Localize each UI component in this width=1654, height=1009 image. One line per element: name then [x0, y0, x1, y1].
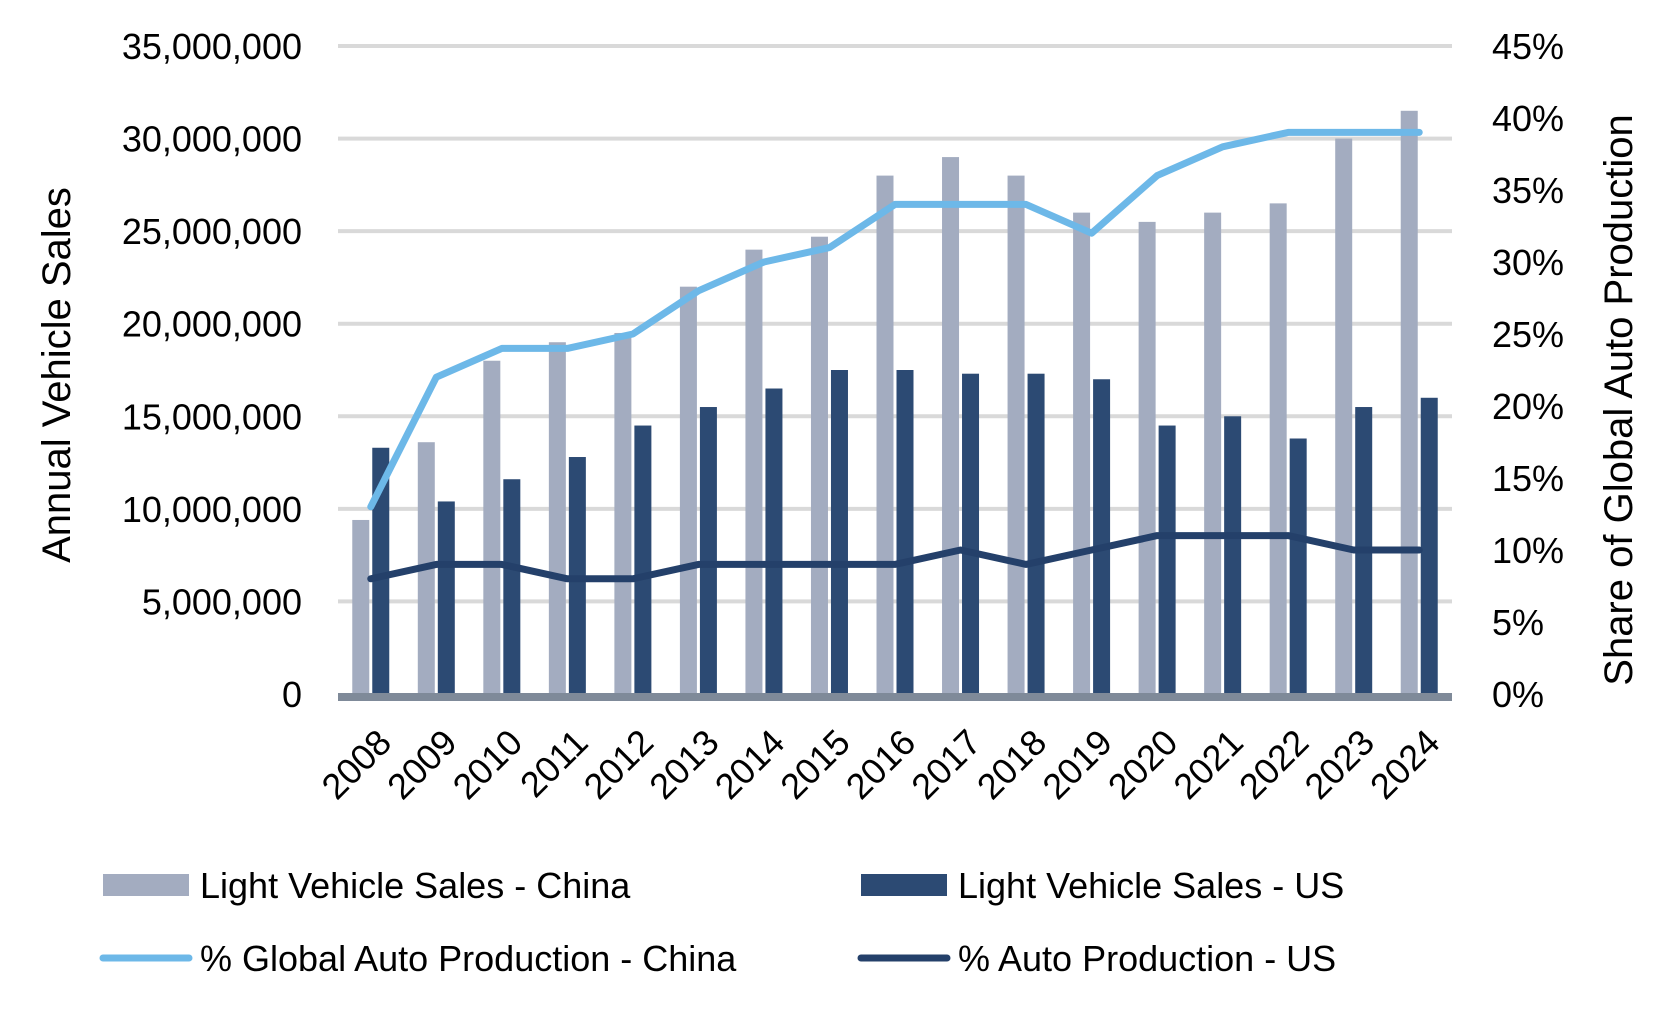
y-tick-label: 5,000,000 [142, 581, 302, 622]
x-tick-label: 2010 [445, 721, 531, 807]
line-us-share [367, 532, 1423, 583]
x-tick-label: 2014 [707, 721, 793, 807]
line-china-share [367, 128, 1423, 511]
bar-us-sales [765, 388, 783, 694]
y2-tick-label: 30% [1492, 242, 1564, 283]
x-tick-label: 2016 [838, 721, 924, 807]
bar-china-sales [1138, 221, 1156, 694]
x-tick-label: 2021 [1165, 721, 1251, 807]
bar-china-sales [614, 332, 632, 694]
x-tick-label: 2023 [1296, 721, 1382, 807]
y2-axis-title: Share of Global Auto Production [1597, 114, 1641, 685]
bar-china-sales [1007, 175, 1025, 695]
bar-us-sales [1093, 379, 1111, 694]
bar-us-sales [437, 501, 455, 694]
bar-china-sales [745, 249, 763, 694]
y2-tick-label: 20% [1492, 386, 1564, 427]
x-tick-label: 2008 [313, 721, 399, 807]
x-tick-label: 2017 [903, 721, 989, 807]
x-tick-label: 2024 [1362, 721, 1448, 807]
bar-us-sales [372, 447, 390, 694]
y-tick-label: 30,000,000 [122, 119, 302, 160]
y2-tick-label: 10% [1492, 530, 1564, 571]
legend-label-us-share: % Auto Production - US [958, 938, 1336, 979]
bar-us-sales [830, 370, 848, 694]
y2-tick-label: 5% [1492, 602, 1544, 643]
y-tick-label: 10,000,000 [122, 489, 302, 530]
y2-tick-label: 40% [1492, 98, 1564, 139]
x-tick-label: 2015 [772, 721, 858, 807]
bar-us-sales [1158, 425, 1176, 694]
bar-china-sales [548, 342, 566, 694]
y2-tick-label: 25% [1492, 314, 1564, 355]
y-tick-label: 20,000,000 [122, 304, 302, 345]
x-axis-ticks: 2008200920102011201220132014201520162017… [313, 721, 1447, 807]
y-tick-label: 15,000,000 [122, 396, 302, 437]
bar-china-sales [1204, 212, 1222, 694]
bar-us-sales [896, 370, 914, 694]
bar-us-sales [634, 425, 652, 694]
bar-china-sales [1269, 203, 1287, 694]
y2-axis-ticks: 0% 5% 10% 15% 20% 25% 30% 35% 40% 45% [1492, 26, 1564, 715]
bar-china-sales [679, 286, 697, 694]
bar-us-sales [1027, 373, 1045, 694]
bar-us-sales [1420, 397, 1438, 694]
x-tick-label: 2013 [641, 721, 727, 807]
x-tick-label: 2022 [1231, 721, 1317, 807]
x-tick-label: 2011 [512, 721, 596, 805]
bar-china-sales [876, 175, 894, 695]
bar-us-sales [962, 373, 980, 694]
lines [367, 128, 1423, 583]
legend: Light Vehicle Sales - China Light Vehicl… [99, 865, 1344, 979]
bar-china-sales [1073, 212, 1091, 694]
y-axis-ticks: 0 5,000,000 10,000,000 15,000,000 20,000,000… [122, 26, 302, 715]
legend-label-china-sales: Light Vehicle Sales - China [200, 865, 631, 906]
bar-us-sales [1289, 438, 1307, 694]
y2-tick-label: 0% [1492, 674, 1544, 715]
y-tick-label: 35,000,000 [122, 26, 302, 67]
x-tick-label: 2020 [1100, 721, 1186, 807]
y-tick-label: 25,000,000 [122, 211, 302, 252]
x-tick-label: 2009 [379, 721, 465, 807]
bar-us-sales [699, 407, 717, 694]
legend-swatch-china-sales [103, 874, 189, 896]
bars [352, 110, 1438, 695]
bar-us-sales [1224, 416, 1242, 694]
bar-china-sales [1400, 110, 1418, 695]
bar-china-sales [810, 236, 828, 694]
gridlines [338, 44, 1452, 604]
bar-us-sales [503, 479, 521, 694]
y-tick-label: 0 [282, 674, 302, 715]
x-tick-label: 2018 [969, 721, 1055, 807]
bar-china-sales [942, 157, 960, 695]
legend-label-us-sales: Light Vehicle Sales - US [958, 865, 1344, 906]
bar-china-sales [483, 360, 501, 694]
x-tick-label: 2012 [576, 721, 662, 807]
legend-swatch-us-sales [861, 874, 947, 896]
bar-china-sales [352, 519, 370, 694]
bar-china-sales [1335, 138, 1353, 695]
y2-tick-label: 45% [1492, 26, 1564, 67]
legend-label-china-share: % Global Auto Production - China [200, 938, 737, 979]
y-axis-title: Annual Vehicle Sales [35, 187, 79, 563]
y2-tick-label: 35% [1492, 170, 1564, 211]
y2-tick-label: 15% [1492, 458, 1564, 499]
x-tick-label: 2019 [1034, 721, 1120, 807]
